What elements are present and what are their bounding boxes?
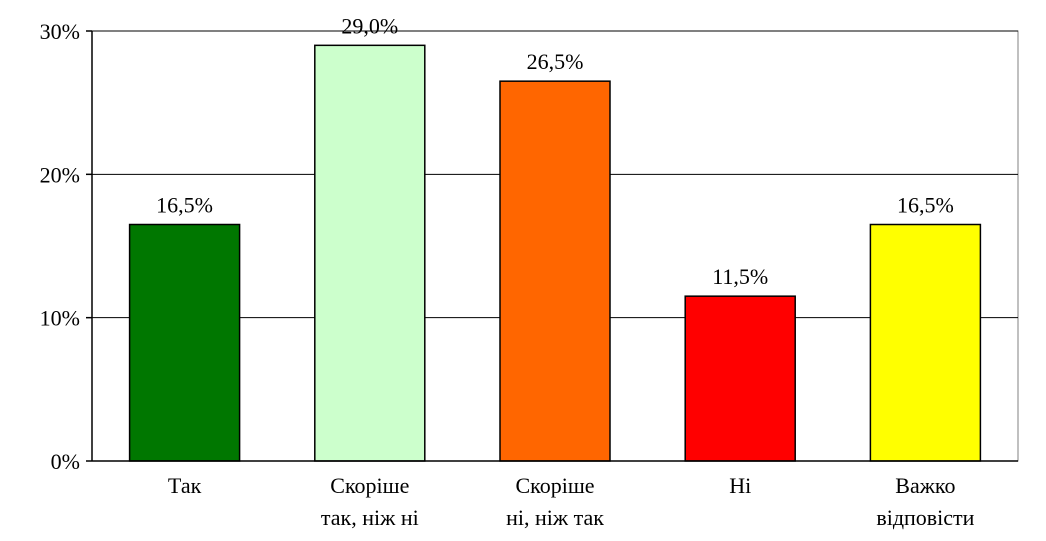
category-labels: Так Скоріше так, ніж ні Скоріше ні, ніж так Н… [168,473,975,530]
data-label: 16,5% [156,193,213,218]
x-category-label: Скоріше [330,473,409,498]
data-label: 29,0% [341,13,398,38]
x-category-label: Скоріше [515,473,594,498]
bar [314,44,426,462]
x-category-label: Важко [895,473,955,498]
y-tick-label: 0% [51,449,80,474]
data-label: 26,5% [527,49,584,74]
x-category-label: ні, ніж так [506,505,604,530]
x-category-label: Так [168,473,202,498]
x-category-label: так, ніж ні [321,505,419,530]
data-label: 16,5% [897,193,954,218]
x-category-label: відповісти [876,505,974,530]
data-labels: 16,5% 29,0% 26,5% 11,5% 16,5% [156,13,954,289]
bar [128,223,241,462]
bar [499,80,611,462]
data-label: 11,5% [712,264,768,289]
y-tick-label: 30% [40,19,80,44]
bars [128,44,982,462]
bar [869,223,982,462]
x-category-label: Ні [729,473,751,498]
bar [684,295,796,462]
y-axis-ticks: 0% 10% 20% 30% [40,19,92,474]
y-tick-label: 20% [40,162,80,187]
y-tick-label: 10% [40,306,80,331]
